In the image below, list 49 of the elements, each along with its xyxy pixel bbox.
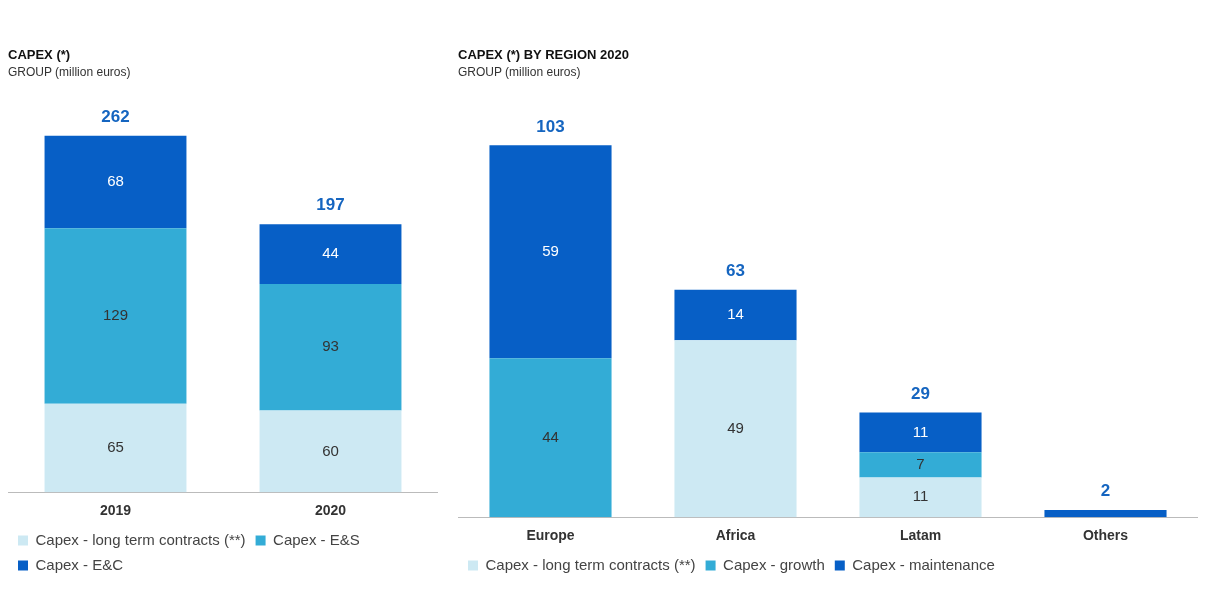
bar [859, 452, 982, 478]
x-tick-label: 2019 [99, 502, 132, 519]
bar [259, 410, 402, 493]
x-tick-label: Africa [715, 527, 756, 544]
bar [674, 289, 797, 341]
bar [259, 284, 402, 411]
total-label: 29 [911, 383, 930, 403]
bar [489, 358, 612, 518]
data-label: 65 [107, 438, 124, 456]
total-label: 103 [536, 116, 565, 136]
x-tick-label: Europe [526, 527, 575, 544]
data-label: 49 [727, 418, 744, 436]
data-label: 14 [727, 305, 744, 323]
chart-title: CAPEX (*) [8, 47, 71, 63]
x-tick-label: Others [1082, 527, 1129, 544]
data-label: 44 [542, 427, 559, 445]
chart-title: CAPEX (*) BY REGION 2020 [458, 47, 629, 63]
total-label: 2 [1100, 481, 1111, 501]
data-label: 11 [912, 487, 929, 505]
x-tick-label: 2020 [314, 502, 347, 519]
bar [1044, 509, 1167, 518]
data-label: 93 [322, 337, 339, 355]
data-label: 60 [322, 441, 339, 459]
data-label: 59 [542, 242, 559, 260]
x-tick-label: Latam [899, 527, 942, 544]
data-label: 129 [102, 306, 129, 324]
legend-label: Capex - E&C [35, 555, 124, 573]
data-label: 11 [912, 422, 929, 440]
legend-label: Capex - growth [723, 555, 825, 573]
legend-label: Capex - E&S [273, 530, 360, 548]
data-label: 68 [107, 172, 124, 190]
chart-subtitle: GROUP (million euros) [458, 65, 581, 80]
chart-subtitle: GROUP (million euros) [8, 65, 131, 80]
legend-label: Capex - long term contracts (**) [35, 530, 246, 548]
total-label: 197 [316, 195, 345, 215]
legend-label: Capex - maintenance [852, 555, 995, 573]
legend-label: Capex - long term contracts (**) [485, 555, 696, 573]
bar [259, 224, 402, 285]
bar [674, 340, 797, 518]
bar [489, 145, 612, 359]
bar [44, 228, 187, 404]
total-label: 262 [101, 106, 130, 126]
bar [44, 403, 187, 493]
bar [859, 477, 982, 518]
bar [44, 135, 187, 229]
total-label: 63 [726, 260, 745, 280]
bar [859, 412, 982, 453]
data-label: 7 [916, 455, 925, 472]
data-label: 44 [322, 244, 339, 262]
